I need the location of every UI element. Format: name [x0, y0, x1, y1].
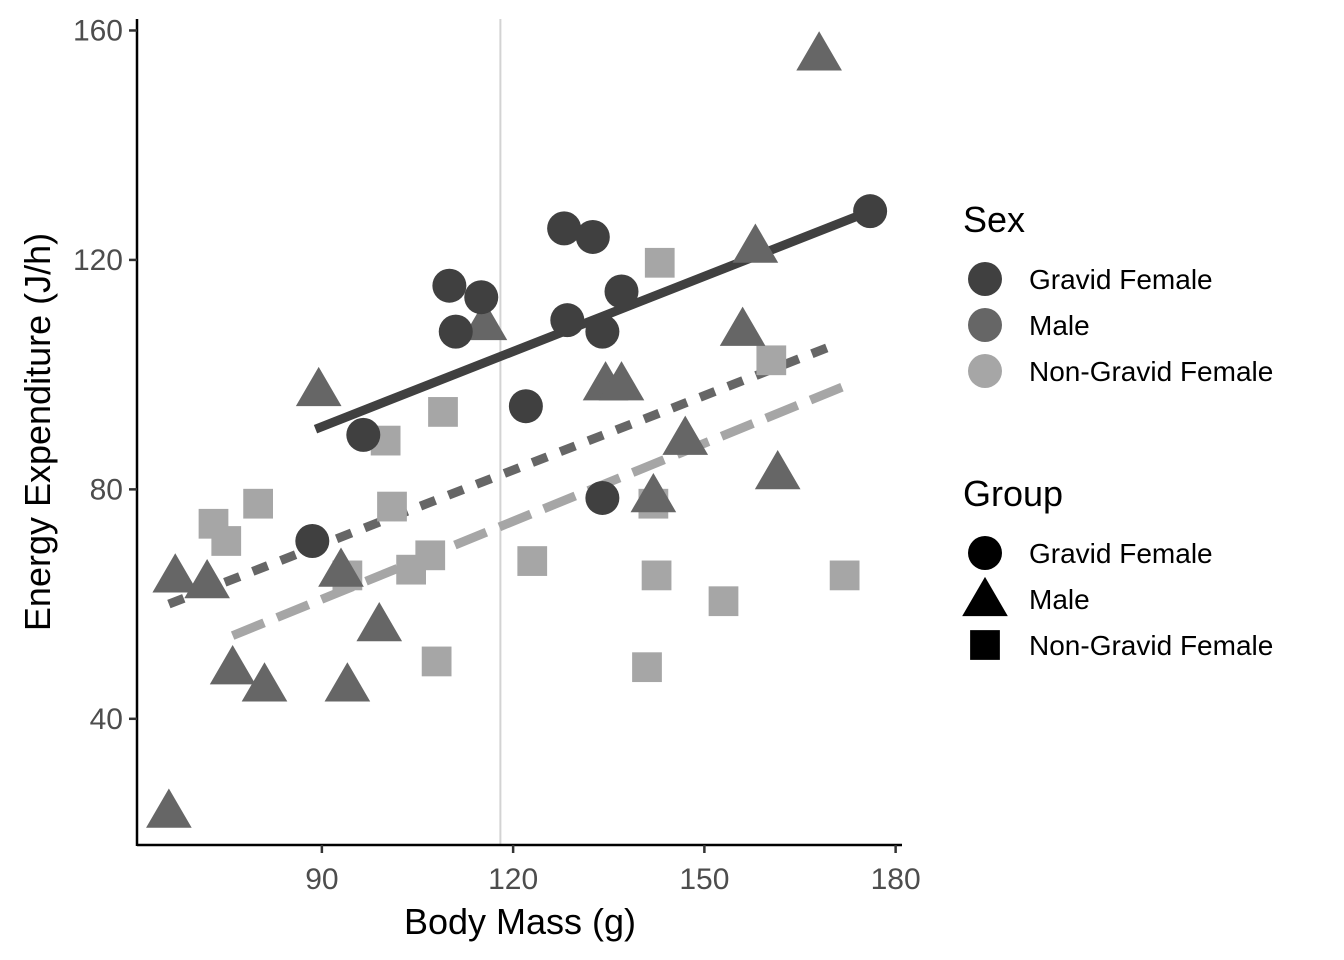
x-tick-label: 120: [488, 863, 538, 896]
data-point-circle: [346, 417, 381, 452]
data-point-triangle: [598, 361, 645, 401]
data-point-circle: [508, 389, 543, 424]
data-point-triangle: [630, 472, 677, 513]
data-point-square: [829, 560, 860, 591]
data-point-triangle: [209, 645, 256, 685]
x-tick-label: 150: [679, 863, 729, 896]
y-tick-label: 80: [90, 473, 123, 506]
data-point-triangle: [152, 553, 199, 593]
data-point-triangle: [295, 366, 342, 407]
legend-key-square: [970, 630, 1000, 660]
legend-label: Gravid Female: [1029, 264, 1213, 295]
data-point-triangle: [662, 415, 709, 455]
data-point-circle: [547, 211, 582, 246]
data-point-circle: [585, 314, 620, 349]
data-point-triangle: [324, 662, 371, 702]
x-tick-label: 180: [871, 863, 921, 896]
y-tick-label: 160: [73, 14, 123, 47]
y-tick-label: 120: [73, 244, 123, 277]
legend-title-sex: Sex: [963, 199, 1025, 240]
legend-label: Male: [1029, 584, 1090, 615]
data-point-triangle: [146, 788, 192, 828]
legend-label: Gravid Female: [1029, 538, 1213, 569]
data-point-square: [377, 491, 407, 522]
x-ticks: 90 120 150 180: [305, 845, 921, 896]
y-tick-label: 40: [90, 703, 123, 736]
data-point-square: [243, 488, 273, 519]
data-point-square: [644, 247, 675, 278]
data-point-triangle: [732, 223, 779, 263]
legend-label: Non-Gravid Female: [1029, 630, 1273, 661]
y-ticks: 40 80 120 160: [73, 14, 137, 736]
legend-key-circle: [968, 262, 1002, 296]
data-point-square: [421, 646, 452, 677]
legend-label: Non-Gravid Female: [1029, 356, 1273, 387]
data-point-triangle: [184, 559, 230, 599]
legend-title-group: Group: [963, 473, 1063, 514]
data-point-square: [428, 397, 458, 427]
data-point-circle: [438, 314, 473, 349]
legend-key-triangle: [962, 576, 1008, 617]
data-point-triangle: [241, 662, 288, 702]
legend-key-circle: [968, 536, 1002, 570]
data-point-triangle: [719, 306, 766, 346]
fit-line-non-gravid-female: [230, 381, 847, 640]
data-point-circle: [295, 523, 330, 558]
data-point-triangle: [461, 300, 508, 341]
data-point-square: [708, 586, 739, 617]
legend-key-circle: [968, 308, 1002, 342]
x-tick-label: 90: [305, 863, 338, 896]
x-axis-title: Body Mass (g): [404, 901, 636, 942]
data-point-triangle: [754, 450, 801, 490]
data-point-triangle: [356, 602, 403, 642]
data-point-circle: [550, 303, 585, 338]
data-point-circle: [585, 480, 620, 515]
y-axis-title: Energy Expenditure (J/h): [17, 233, 58, 631]
data-point-square: [517, 546, 548, 576]
data-point-triangle: [796, 31, 842, 71]
data-point-square: [632, 652, 662, 683]
data-point-circle: [432, 268, 467, 303]
legend-label: Male: [1029, 310, 1090, 341]
data-point-circle: [604, 274, 639, 309]
data-point-circle: [853, 194, 888, 229]
data-point-circle: [464, 280, 499, 315]
data-point-square: [415, 540, 446, 571]
data-point-square: [211, 526, 242, 556]
data-point-square: [756, 345, 787, 376]
data-points: [146, 31, 888, 828]
data-point-triangle: [318, 547, 364, 587]
legend-key-circle: [968, 354, 1002, 388]
data-point-circle: [575, 219, 610, 254]
data-point-square: [641, 560, 672, 591]
